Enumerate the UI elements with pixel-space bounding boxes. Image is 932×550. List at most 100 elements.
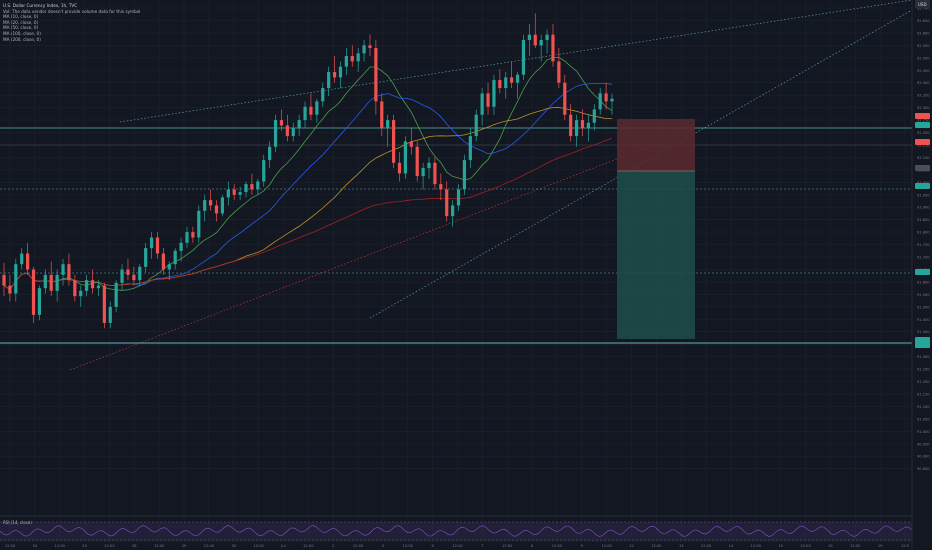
- price-tick-label: 90.850: [917, 467, 930, 471]
- candle-body: [197, 210, 201, 238]
- candle-body: [31, 269, 36, 315]
- time-tick-label: 25: [82, 544, 87, 548]
- candle-body: [149, 237, 154, 249]
- price-tick-label: 91.250: [917, 368, 930, 372]
- candle-body: [185, 232, 189, 243]
- rsi-line: [0, 525, 913, 537]
- time-tick-label: 19: [878, 544, 883, 548]
- time-tick-label: 12:00: [55, 544, 66, 548]
- candle-body: [397, 162, 402, 174]
- time-tick-label: 14: [729, 544, 734, 548]
- candle-body: [510, 77, 514, 83]
- price-tick-label: 91.700: [917, 256, 930, 260]
- candle-body: [563, 82, 567, 115]
- price-tick-label: 91.550: [917, 293, 930, 297]
- price-tick-label: 92.350: [917, 94, 930, 98]
- ma-legend-200[interactable]: MA (200, close, 0): [3, 36, 41, 42]
- candle-body: [592, 109, 596, 123]
- candle-body: [433, 162, 437, 185]
- price-tick-label: 92.250: [917, 119, 930, 123]
- candle-body: [244, 184, 248, 193]
- time-tick-label: 12:00: [552, 544, 563, 548]
- candle-body: [374, 48, 378, 102]
- candle-body: [14, 264, 18, 294]
- ma-line: [3, 137, 613, 291]
- candle-body: [85, 280, 89, 291]
- time-tick-label: 29: [182, 544, 187, 548]
- candle-body: [114, 282, 118, 307]
- ma-legend-10[interactable]: MA (10, close, 0): [3, 14, 39, 20]
- price-tick-label: 92.550: [917, 44, 930, 48]
- candle-body: [421, 168, 425, 177]
- price-tick-label: 92.600: [917, 31, 930, 35]
- candle-body: [551, 34, 555, 62]
- ma-legend-20[interactable]: MA (20, close, 0): [3, 19, 39, 25]
- candle-body: [49, 274, 53, 291]
- stop-loss-zone: [617, 119, 695, 171]
- candle-body: [604, 93, 608, 102]
- symbol-title[interactable]: U.S. Dollar Currency Index, 1h, TVC: [3, 3, 78, 8]
- time-tick-label: 12:0: [901, 544, 910, 548]
- position-tool[interactable]: [617, 119, 695, 339]
- rsi-legend[interactable]: RSI (14, close): [3, 520, 32, 525]
- candle-body: [321, 88, 325, 102]
- candle-body: [557, 61, 561, 83]
- candle-body: [610, 98, 614, 102]
- candle-body: [173, 250, 177, 265]
- candle-series: [2, 13, 614, 329]
- price-tick-label: 91.400: [917, 330, 930, 334]
- time-tick-label: 12:00: [751, 544, 762, 548]
- candle-body: [8, 285, 12, 294]
- candle-body: [456, 189, 461, 206]
- time-tick-label: 12:00: [403, 544, 414, 548]
- grid-lines: [0, 0, 912, 540]
- candle-body: [20, 253, 24, 265]
- candle-body: [380, 101, 384, 129]
- candle-body: [138, 266, 142, 281]
- time-tick-label: 12:00: [5, 544, 16, 548]
- currency-badge: [915, 0, 930, 8]
- price-tick-label: 91.000: [917, 430, 930, 434]
- candle-body: [332, 72, 337, 78]
- price-tick-label: 91.800: [917, 231, 930, 235]
- candle-body: [386, 120, 390, 129]
- candle-body: [203, 200, 207, 211]
- candle-body: [268, 146, 272, 161]
- candle-body: [220, 197, 225, 214]
- time-tick-label: 12:00: [204, 544, 215, 548]
- candle-body: [403, 141, 407, 174]
- candle-body: [297, 120, 301, 129]
- price-tick-label: 92.000: [917, 181, 930, 185]
- time-tick-label: 16: [828, 544, 833, 548]
- candle-body: [492, 80, 496, 107]
- candle-body: [273, 120, 278, 147]
- time-axis[interactable]: 12:00 24 12:00 25 12:00 28 12:00 29 12:00 30 12:00…: [0, 540, 912, 548]
- candle-body: [285, 125, 289, 137]
- upper-trendline: [119, 0, 913, 123]
- price-tick-label: 92.300: [917, 106, 930, 110]
- candle-body: [226, 189, 230, 198]
- candle-body: [350, 56, 354, 62]
- candle-body: [409, 141, 413, 147]
- price-axis[interactable]: 92.700 92.650 92.600 92.550 92.500 92.450 92.4…: [911, 0, 930, 550]
- candle-body: [209, 200, 213, 206]
- price-tick-label: 91.850: [917, 218, 930, 222]
- candle-body: [498, 80, 502, 89]
- ma-legend-100[interactable]: MA (100, close, 0): [3, 30, 41, 36]
- time-tick-label: 12:00: [452, 544, 463, 548]
- candle-body: [179, 242, 183, 251]
- candle-body: [338, 66, 343, 78]
- candle-body: [55, 274, 59, 291]
- time-tick-label: 12:00: [303, 544, 314, 548]
- candle-body: [504, 77, 508, 89]
- candle-body: [144, 248, 148, 267]
- candle-body: [486, 93, 490, 107]
- candle-body: [474, 114, 478, 137]
- candle-body: [521, 40, 526, 75]
- price-tick-label: 92.700: [917, 7, 930, 11]
- ma-legend-50[interactable]: MA (50, close, 0): [3, 25, 39, 31]
- price-tick-label: 92.150: [917, 143, 930, 147]
- candle-body: [291, 128, 295, 137]
